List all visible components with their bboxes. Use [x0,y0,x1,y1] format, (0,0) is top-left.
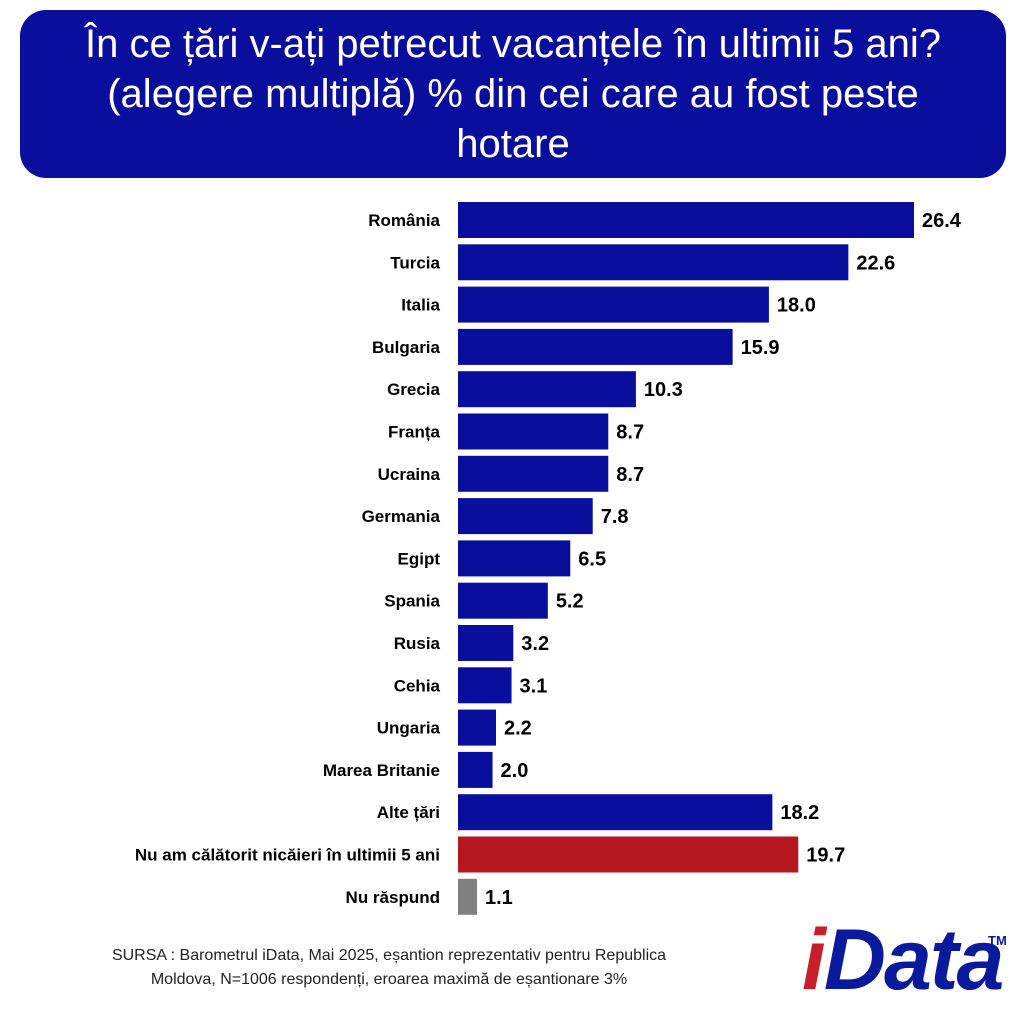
value-label: 3.2 [521,633,549,655]
logo-data-text: Data [824,912,1003,1005]
bar [458,456,608,492]
bar [458,752,493,788]
bar [458,540,570,576]
value-label: 8.7 [616,464,644,486]
bar [458,371,636,407]
logo-trademark: TM [988,933,1007,948]
bar [458,837,798,873]
category-label: Bulgaria [372,338,441,357]
value-label: 5.2 [556,591,584,613]
value-label: 18.0 [777,295,816,317]
category-label: Spania [384,592,440,611]
source-line-1: SURSA : Barometrul iData, Mai 2025, eșan… [44,944,734,968]
value-label: 6.5 [578,548,606,570]
value-label: 18.2 [780,802,819,824]
category-label: Turcia [390,253,440,272]
bar [458,625,513,661]
category-label: Egipt [398,549,441,568]
bar [458,287,769,323]
bar [458,710,496,746]
value-label: 22.6 [856,252,895,274]
category-label: Cehia [394,676,441,695]
bar [458,667,512,703]
bar [458,244,848,280]
category-label: Nu răspund [346,888,440,907]
category-label: Ungaria [377,719,441,738]
bar [458,583,548,619]
value-label: 19.7 [806,845,845,867]
category-label: Germania [362,507,441,526]
category-label: Franța [388,423,441,442]
bar-chart: România 26.4 Turcia 22.6 Italia 18.0 Bulgaria 1… [0,0,1024,930]
bar [458,498,593,534]
value-label: 10.3 [644,379,683,401]
bar [458,794,772,830]
idata-logo: iData TM [800,905,1010,1005]
bar [458,202,914,238]
value-label: 8.7 [616,422,644,444]
bar [458,879,477,915]
category-label: Italia [401,296,440,315]
category-label: Ucraina [378,465,441,484]
value-label: 3.1 [520,675,548,697]
value-label: 2.0 [501,760,529,782]
value-label: 7.8 [601,506,629,528]
value-label: 15.9 [741,337,780,359]
bar [458,414,608,450]
category-label: Marea Britanie [323,761,440,780]
category-label: Nu am călătorit nicăieri în ultimii 5 an… [135,846,440,865]
category-label: România [368,211,440,230]
value-label: 2.2 [504,718,532,740]
source-note: SURSA : Barometrul iData, Mai 2025, eșan… [44,944,734,992]
source-line-2: Moldova, N=1006 respondenți, eroarea max… [44,968,734,992]
value-label: 26.4 [922,210,962,232]
category-label: Grecia [387,380,440,399]
bar [458,329,733,365]
value-label: 1.1 [485,887,513,909]
svg-text:iData: iData [802,912,1002,1005]
category-label: Rusia [394,634,441,653]
category-label: Alte țări [377,803,440,822]
